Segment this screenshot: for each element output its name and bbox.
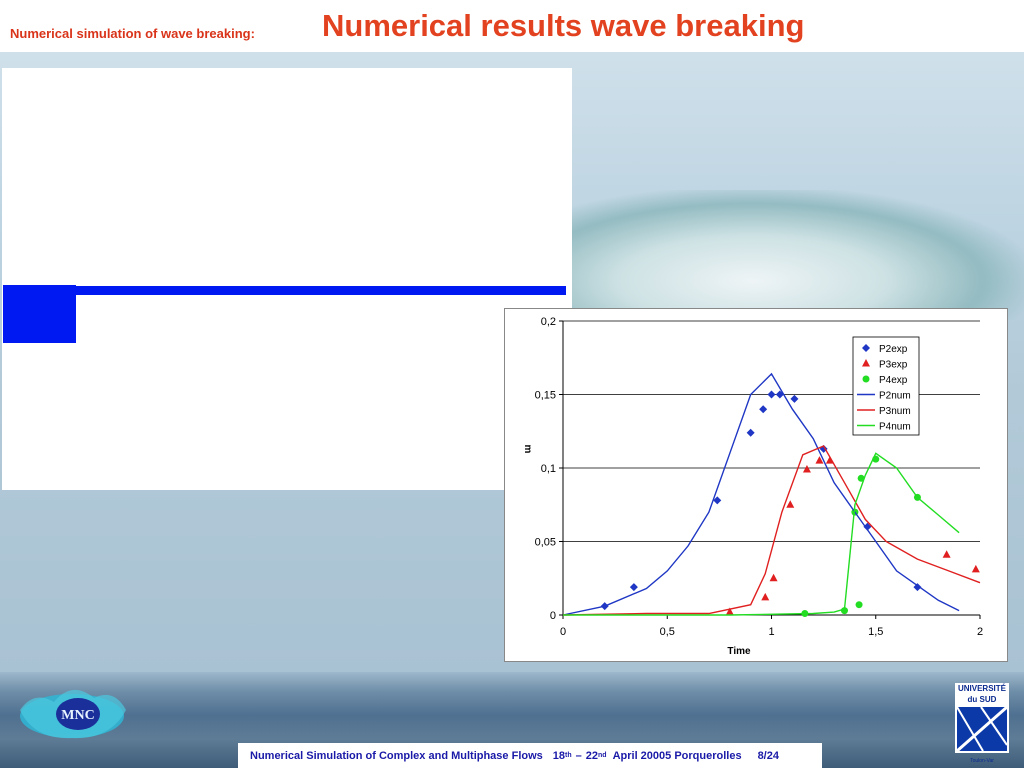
data-point bbox=[863, 522, 872, 531]
chart-series bbox=[562, 372, 981, 618]
x-tick-label: 0,5 bbox=[660, 626, 675, 638]
y-tick-label: 0 bbox=[550, 610, 556, 622]
y-tick-label: 0,05 bbox=[535, 537, 556, 549]
data-point bbox=[802, 464, 811, 473]
legend-item: P3exp bbox=[862, 359, 908, 371]
slide-title: Numerical results wave breaking bbox=[322, 8, 805, 43]
data-point bbox=[629, 583, 638, 592]
legend-item: P3num bbox=[857, 406, 911, 417]
page-number: 8/24 bbox=[757, 749, 779, 762]
footer-date-rest: April 20005 Porquerolles bbox=[612, 749, 742, 762]
data-point bbox=[855, 601, 863, 609]
data-point bbox=[746, 428, 755, 437]
legend-box bbox=[852, 336, 920, 436]
legend-swatch bbox=[862, 359, 870, 367]
legend-swatch bbox=[862, 344, 870, 352]
footer-date-start: 18 bbox=[552, 749, 566, 762]
simulation-panel bbox=[2, 68, 572, 490]
data-point bbox=[725, 607, 734, 616]
mnc-logo: MNC bbox=[14, 680, 132, 746]
legend-label: P2exp bbox=[879, 344, 908, 355]
legend-label: P4num bbox=[879, 422, 911, 433]
series-line bbox=[562, 445, 981, 616]
university-logo: UNIVERSITÉ du SUD Toulon-Var bbox=[955, 683, 1009, 764]
legend-label: P4exp bbox=[879, 375, 908, 386]
data-point bbox=[971, 564, 980, 573]
footer-date-end: 22 bbox=[585, 749, 598, 762]
data-point bbox=[759, 405, 768, 414]
legend-label: P2num bbox=[879, 391, 911, 402]
y-tick-label: 0,1 bbox=[541, 463, 556, 475]
legend-item: P2num bbox=[857, 391, 911, 402]
university-logo-city: Toulon-Var bbox=[970, 758, 994, 764]
legend-item: P4num bbox=[857, 422, 911, 433]
university-logo-name: UNIVERSITÉ du SUD bbox=[957, 684, 1006, 704]
y-axis-label: m bbox=[522, 445, 533, 454]
data-point bbox=[713, 496, 722, 505]
data-point bbox=[761, 592, 770, 601]
series-P4num bbox=[563, 452, 960, 616]
y-tick-label: 0,15 bbox=[535, 390, 556, 402]
series-line bbox=[563, 452, 960, 616]
series-P4exp bbox=[801, 455, 921, 618]
data-point bbox=[786, 500, 795, 508]
data-point bbox=[769, 573, 778, 582]
wave-maker-block bbox=[3, 285, 76, 343]
legend-item: P2exp bbox=[862, 344, 908, 355]
header-bar: Numerical simulation of wave breaking: N… bbox=[0, 0, 1024, 52]
footer-title: Numerical Simulation of Complex and Mult… bbox=[250, 749, 543, 762]
legend-item: P4exp bbox=[862, 375, 908, 386]
wave-chart: 0 0,05 0,1 0,15 0,2 0 0,5 1 1,5 2 P2exp P3exp P4exp… bbox=[504, 308, 1008, 662]
series-line bbox=[562, 372, 960, 616]
water-surface-bar bbox=[42, 286, 566, 295]
data-point bbox=[767, 390, 776, 399]
x-axis-label: Time bbox=[727, 646, 751, 657]
series-P2num bbox=[562, 372, 960, 616]
x-tick-label: 2 bbox=[977, 626, 983, 638]
slide-subtitle: Numerical simulation of wave breaking: bbox=[10, 26, 255, 41]
footer-date-end-suffix: nd bbox=[598, 752, 607, 759]
mnc-logo-text: MNC bbox=[61, 708, 94, 723]
series-P3exp bbox=[725, 456, 980, 616]
data-point bbox=[840, 607, 848, 615]
y-tick-label: 0,2 bbox=[541, 316, 556, 328]
legend-label: P3num bbox=[879, 406, 911, 417]
chart-legend: P2exp P3exp P4exp P2num P3num P4num bbox=[852, 336, 920, 436]
chart-ticks: 0 0,05 0,1 0,15 0,2 0 0,5 1 1,5 2 bbox=[535, 316, 983, 638]
series-P3num bbox=[562, 445, 981, 616]
footer-date-dash: – bbox=[575, 749, 582, 762]
footer-date-start-suffix: th bbox=[565, 752, 572, 759]
x-tick-label: 1,5 bbox=[868, 626, 883, 638]
x-tick-label: 0 bbox=[560, 626, 566, 638]
wave-chart-svg: 0 0,05 0,1 0,15 0,2 0 0,5 1 1,5 2 P2exp P3exp P4exp… bbox=[522, 316, 983, 657]
data-point bbox=[815, 456, 824, 464]
data-point bbox=[942, 550, 951, 558]
background-wave bbox=[572, 190, 1024, 320]
legend-swatch bbox=[862, 375, 870, 383]
data-point bbox=[790, 394, 799, 403]
legend-label: P3exp bbox=[879, 360, 908, 371]
footer-bar: Numerical Simulation of Complex and Mult… bbox=[238, 743, 822, 768]
x-tick-label: 1 bbox=[768, 626, 774, 638]
